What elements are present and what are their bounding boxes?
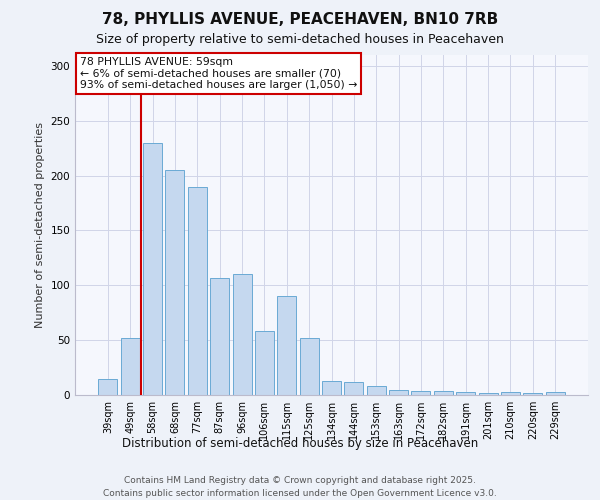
Text: Size of property relative to semi-detached houses in Peacehaven: Size of property relative to semi-detach…: [96, 32, 504, 46]
Text: 78 PHYLLIS AVENUE: 59sqm
← 6% of semi-detached houses are smaller (70)
93% of se: 78 PHYLLIS AVENUE: 59sqm ← 6% of semi-de…: [80, 56, 358, 90]
Bar: [456, 392, 475, 395]
Bar: [412, 390, 430, 395]
Bar: [143, 142, 162, 395]
Bar: [255, 332, 274, 395]
Bar: [166, 170, 184, 395]
Text: Distribution of semi-detached houses by size in Peacehaven: Distribution of semi-detached houses by …: [122, 438, 478, 450]
Bar: [188, 186, 207, 395]
Bar: [501, 392, 520, 395]
Text: Contains HM Land Registry data © Crown copyright and database right 2025.: Contains HM Land Registry data © Crown c…: [124, 476, 476, 485]
Bar: [277, 296, 296, 395]
Bar: [210, 278, 229, 395]
Bar: [121, 338, 140, 395]
Y-axis label: Number of semi-detached properties: Number of semi-detached properties: [35, 122, 45, 328]
Text: Contains public sector information licensed under the Open Government Licence v3: Contains public sector information licen…: [103, 489, 497, 498]
Bar: [479, 393, 497, 395]
Bar: [344, 382, 364, 395]
Bar: [233, 274, 251, 395]
Text: 78, PHYLLIS AVENUE, PEACEHAVEN, BN10 7RB: 78, PHYLLIS AVENUE, PEACEHAVEN, BN10 7RB: [102, 12, 498, 28]
Bar: [322, 380, 341, 395]
Bar: [523, 393, 542, 395]
Bar: [434, 390, 453, 395]
Bar: [299, 338, 319, 395]
Bar: [389, 390, 408, 395]
Bar: [367, 386, 386, 395]
Bar: [545, 392, 565, 395]
Bar: [98, 378, 118, 395]
